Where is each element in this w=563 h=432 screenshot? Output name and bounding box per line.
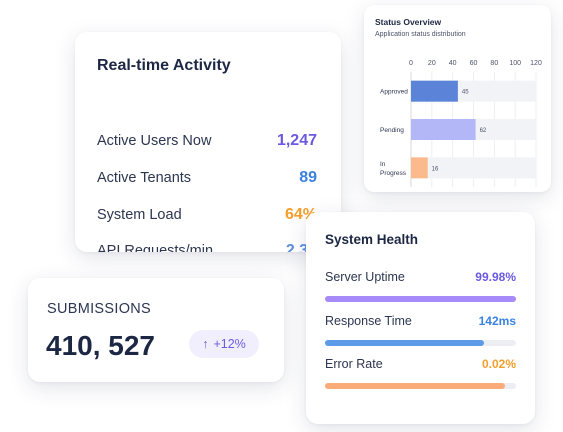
server-uptime-label: Server Uptime xyxy=(325,270,405,284)
activity-row-active-tenants: Active Tenants 89 xyxy=(97,167,317,189)
submissions-change-badge: ↑ +12% xyxy=(189,330,259,358)
server-uptime-progress-fill xyxy=(325,296,516,302)
server-uptime-value: 99.98% xyxy=(475,270,516,284)
error-rate-value: 0.02% xyxy=(481,357,516,371)
status-bar-chart: 0 20 40 60 80 100 120 45 Approved 62 Pending 16 In Pr… xyxy=(380,60,542,187)
submissions-count: 410, 527 xyxy=(46,330,155,361)
category-label: Pending xyxy=(380,127,404,134)
bar-approved xyxy=(411,80,458,102)
active-users-label: Active Users Now xyxy=(97,133,212,149)
category-label: Progress xyxy=(380,170,407,177)
bar-value-label: 16 xyxy=(432,166,439,172)
bar-pending xyxy=(411,119,476,140)
status-overview-title: Status Overview xyxy=(375,17,442,27)
submissions-card: SUBMISSIONS 410, 527 ↑ +12% xyxy=(28,278,284,382)
x-tick-label: 0 xyxy=(409,60,413,67)
active-users-value: 1,247 xyxy=(276,132,317,149)
bar-background xyxy=(411,157,536,179)
error-rate-progress-fill xyxy=(325,383,505,389)
response-time-progress-track xyxy=(325,340,516,346)
x-tick-label: 40 xyxy=(449,60,457,67)
x-tick-label: 60 xyxy=(470,60,478,67)
x-tick-label: 120 xyxy=(530,60,542,67)
api-requests-label: API Requests/min xyxy=(97,243,214,259)
activity-row-active-users: Active Users Now 1,247 xyxy=(97,130,317,152)
submissions-label: SUBMISSIONS xyxy=(47,301,152,317)
activity-row-api-requests: API Requests/min 2,34 xyxy=(97,240,317,259)
active-tenants-value: 89 xyxy=(299,169,317,186)
activity-title: Real-time Activity xyxy=(97,57,231,74)
system-health-card: System Health Server Uptime 99.98% Respo… xyxy=(306,212,535,424)
metric-response-time: Response Time 142ms xyxy=(325,313,516,346)
category-label: In xyxy=(380,161,386,168)
x-tick-label: 20 xyxy=(428,60,436,67)
error-rate-label: Error Rate xyxy=(325,357,383,371)
metric-error-rate: Error Rate 0.02% xyxy=(325,356,516,389)
active-tenants-label: Active Tenants xyxy=(97,170,192,186)
arrow-up-icon: ↑ xyxy=(202,337,209,351)
api-requests-value: 2,34 xyxy=(285,242,317,259)
system-load-label: System Load xyxy=(97,207,182,223)
x-tick-label: 100 xyxy=(509,60,521,67)
server-uptime-progress-track xyxy=(325,296,516,302)
status-overview-subtitle: Application status distribution xyxy=(375,31,466,38)
realtime-activity-card: Real-time Activity Active Users Now 1,24… xyxy=(75,32,341,252)
error-rate-progress-track xyxy=(325,383,516,389)
bar-value-label: 45 xyxy=(462,90,469,96)
x-tick-label: 80 xyxy=(490,60,498,67)
activity-row-system-load: System Load 64% xyxy=(97,204,317,226)
response-time-label: Response Time xyxy=(325,314,412,328)
response-time-value: 142ms xyxy=(478,314,516,328)
system-health-title: System Health xyxy=(325,232,419,247)
metric-server-uptime: Server Uptime 99.98% xyxy=(325,269,516,302)
submissions-change-value: +12% xyxy=(213,337,246,351)
bar-value-label: 62 xyxy=(480,128,487,134)
response-time-progress-fill xyxy=(325,340,484,346)
bar-in-progress xyxy=(411,157,428,179)
status-overview-card: Status Overview Application status distr… xyxy=(364,5,551,192)
category-label: Approved xyxy=(380,89,408,96)
